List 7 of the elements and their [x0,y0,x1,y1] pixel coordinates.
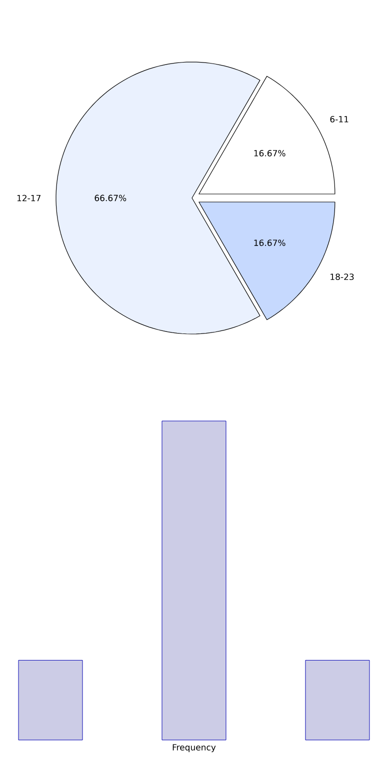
slice-label: 12-17 [17,194,40,202]
x-axis-title: Frequency [172,744,216,752]
data-label: 16.67% [254,240,286,246]
data-label: 16.67% [254,150,286,156]
slice-label: 6-11 [330,116,348,122]
slice-label: 18-23 [330,274,354,280]
data-label: 66.67% [94,194,126,202]
